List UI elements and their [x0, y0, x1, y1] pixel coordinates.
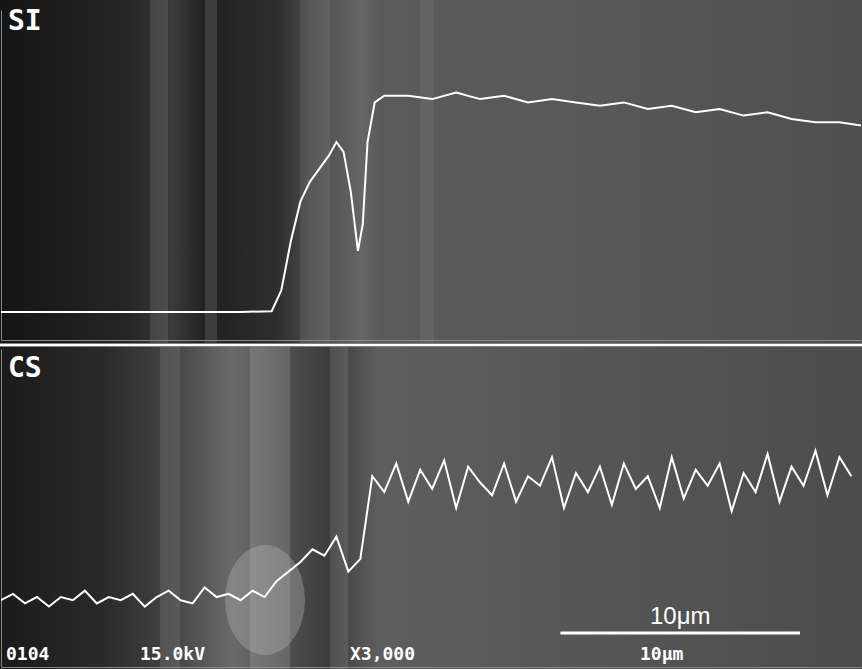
sem-streak: [205, 0, 217, 343]
y-axis: [1, 350, 2, 668]
footer-text: 15.0kV: [140, 643, 205, 664]
sem-background: [0, 347, 862, 669]
line-profile: [1, 93, 861, 312]
sem-feature: [225, 545, 305, 655]
y-axis: [1, 11, 2, 341]
sem-streak: [300, 0, 330, 343]
sem-streak: [420, 0, 434, 343]
axis-line: [1, 11, 2, 341]
sem-streak: [160, 347, 180, 669]
footer-text: 0104: [6, 643, 50, 664]
axis-line: [2, 340, 862, 341]
panel-title: SI: [8, 4, 42, 37]
micrograph: SI CS 10μm 0104 15.0kV X3,000 10μm: [0, 0, 862, 669]
line-profile: [1, 451, 851, 607]
x-axis: [2, 340, 862, 341]
sem-background: [0, 0, 862, 343]
footer-text: 10μm: [640, 643, 684, 664]
footer-text: X3,000: [350, 643, 415, 664]
panel-separator: [0, 344, 862, 347]
panel-title: CS: [8, 351, 42, 384]
sem-streak: [330, 347, 348, 669]
axis-line: [1, 350, 2, 668]
plot-area: [1, 451, 851, 607]
scale-bar: [560, 632, 800, 635]
sem-streak: [150, 0, 168, 343]
scale-bar-label: 10μm: [650, 602, 711, 629]
plot-area: [1, 93, 861, 312]
x-axis: [2, 667, 862, 668]
axis-line: [2, 667, 862, 668]
